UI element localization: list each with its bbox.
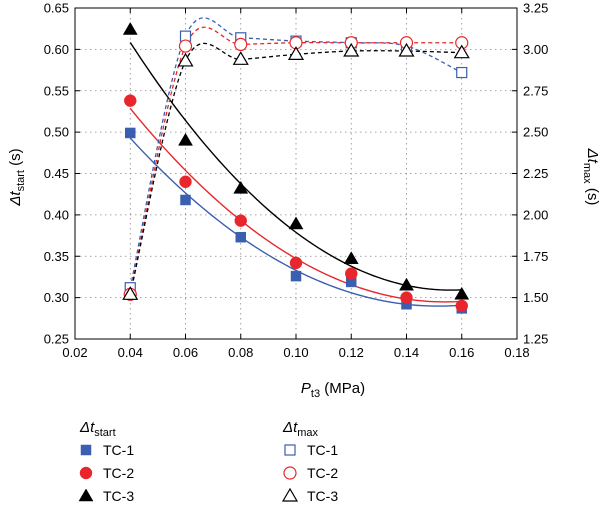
data-point-start-tc-2	[400, 291, 413, 304]
data-point-max-tc-2	[178, 39, 193, 53]
y-left-tick-label: 0.40	[44, 207, 69, 222]
trend-line-start-tc-3	[129, 42, 462, 291]
data-point-max-tc-2	[234, 37, 248, 52]
legend-label-start-tc-1: TC-1	[103, 442, 134, 458]
x-tick-label: 0.04	[118, 345, 143, 360]
x-tick-label: 0.06	[173, 345, 198, 360]
data-point-max-tc-3	[177, 52, 194, 67]
axes: 0.02 0.04 0.06 0.08 0.10 0.12 0.14 0.16 0.18 0.25…	[44, 1, 549, 361]
data-point-start-tc-2	[179, 175, 192, 189]
data-point-start-tc-3	[343, 251, 359, 264]
data-point-max-tc-1	[456, 66, 468, 79]
y-left-tick-label: 0.55	[44, 83, 69, 98]
data-point-max-tc-3	[287, 46, 305, 60]
data-point-start-tc-1	[290, 270, 302, 282]
y-right-tick-label: 3.25	[523, 1, 548, 16]
y-left-tick-label: 0.25	[44, 332, 69, 347]
legend-label-max-tc-3: TC-3	[307, 488, 338, 504]
legend-marker-start-tc-3	[78, 488, 94, 502]
trend-line-max-tc-1	[129, 17, 463, 288]
y-left-tick-label: 0.30	[44, 290, 69, 305]
y-right-tick-label: 1.50	[523, 290, 548, 305]
legend-label-start-tc-3: TC-3	[103, 488, 134, 504]
legend-marker-start-tc-1	[80, 444, 92, 456]
left-y-axis-label: Δtstart (s)	[7, 148, 27, 206]
y-left-tick-label: 0.60	[44, 42, 69, 57]
data-point-start-tc-3	[233, 180, 249, 194]
data-point-start-tc-1	[180, 194, 191, 206]
legend-title-max: Δtmax	[282, 419, 319, 439]
x-axis-label: Pt3 (MPa)	[301, 380, 365, 400]
data-point-max-tc-3	[453, 44, 470, 59]
x-tick-label: 0.16	[449, 345, 474, 360]
data-point-start-tc-3	[399, 277, 414, 291]
legend-marker-max-tc-2	[283, 466, 297, 480]
trend-line-max-tc-3	[129, 42, 462, 295]
data-point-max-tc-3	[343, 42, 360, 57]
legend-marker-start-tc-2	[79, 466, 93, 480]
y-right-tick-label: 2.50	[523, 125, 548, 140]
y-right-tick-label: 2.75	[523, 83, 548, 98]
x-tick-label: 0.08	[228, 345, 253, 360]
data-point-start-tc-1	[235, 231, 246, 243]
y-right-tick-label: 1.75	[523, 249, 548, 264]
data-point-start-tc-2	[289, 256, 303, 270]
legend-label-max-tc-1: TC-1	[307, 442, 338, 458]
legend-title-start: Δtstart	[79, 419, 116, 439]
data-point-start-tc-3	[454, 286, 470, 300]
data-markers	[122, 22, 470, 314]
legend: Δtstart Δtmax TC-1 TC-2 TC-3 TC-1 TC-2 TC-3	[78, 419, 338, 504]
x-tick-label: 0.10	[283, 345, 308, 360]
y-right-tick-label: 3.00	[523, 42, 548, 57]
data-point-start-tc-2	[345, 267, 358, 280]
y-right-tick-label: 2.25	[523, 166, 548, 181]
y-right-tick-label: 1.25	[523, 332, 548, 347]
x-tick-label: 0.02	[62, 345, 87, 360]
x-tick-label: 0.14	[394, 345, 419, 360]
data-point-start-tc-2	[124, 94, 137, 107]
data-point-max-tc-3	[122, 286, 139, 300]
y-left-tick-label: 0.50	[44, 125, 69, 140]
y-left-tick-label: 0.45	[44, 166, 69, 181]
legend-label-max-tc-2: TC-2	[307, 465, 338, 481]
data-point-start-tc-2	[234, 214, 247, 227]
data-point-start-tc-1	[125, 127, 136, 139]
data-point-start-tc-2	[455, 299, 468, 313]
legend-marker-max-tc-3	[281, 487, 299, 502]
data-point-start-tc-3	[122, 22, 138, 35]
y-left-tick-label: 0.35	[44, 249, 69, 264]
legend-marker-max-tc-1	[284, 444, 296, 456]
legend-label-start-tc-2: TC-2	[103, 465, 134, 481]
data-point-max-tc-3	[398, 42, 415, 57]
right-y-axis-label: Δtmax (s)	[581, 148, 600, 206]
data-point-max-tc-3	[232, 51, 249, 65]
y-right-tick-label: 2.00	[523, 207, 548, 222]
data-point-start-tc-3	[178, 132, 193, 146]
data-point-start-tc-3	[288, 216, 304, 230]
x-tick-label: 0.12	[339, 345, 364, 360]
y-left-tick-label: 0.65	[44, 1, 69, 16]
x-tick-label: 0.18	[504, 345, 529, 360]
